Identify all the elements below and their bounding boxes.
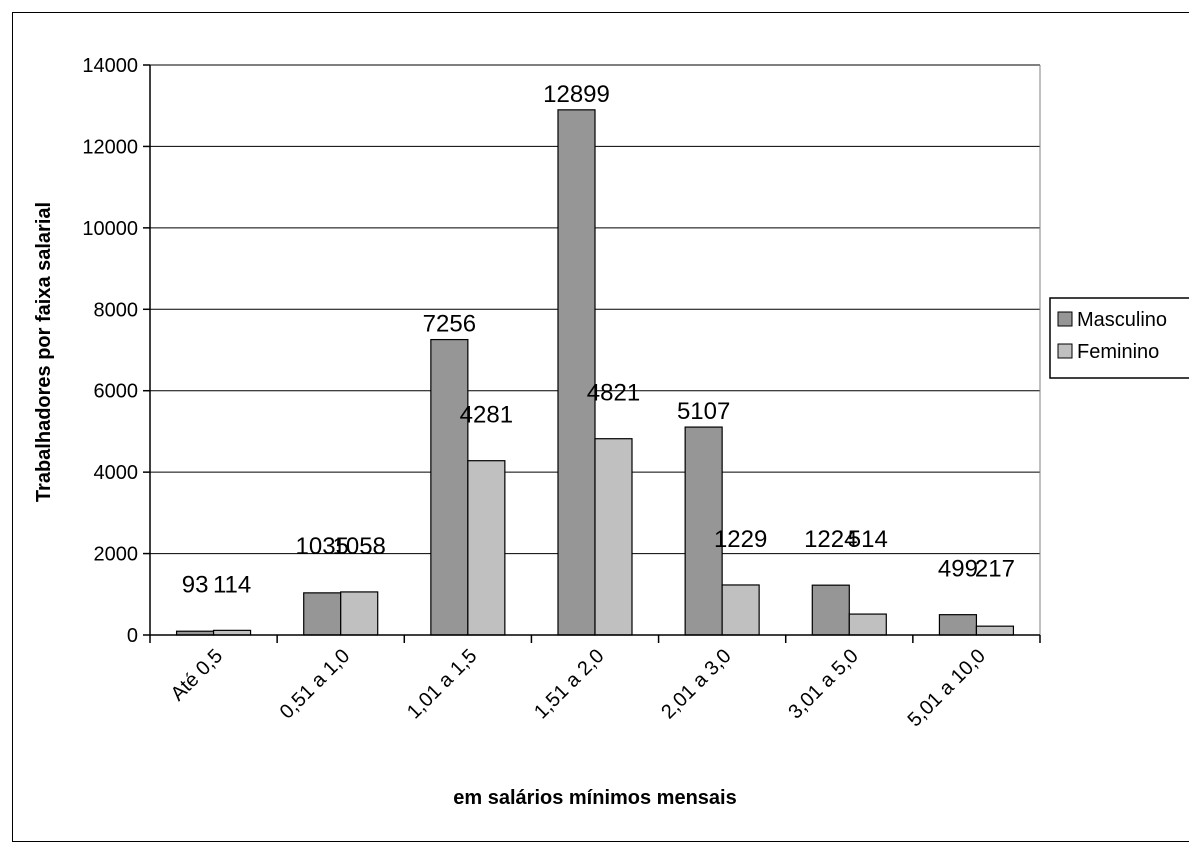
y-tick-label: 12000: [82, 136, 138, 158]
data-label-masculino-0: 93: [182, 571, 209, 598]
x-tick-label: 2,01 a 3,0: [657, 645, 735, 723]
y-tick-label: 6000: [94, 381, 139, 403]
bar-masculino-6: [938, 614, 978, 636]
bar-masculino-2: [430, 338, 469, 636]
bar-feminino-5: [848, 613, 887, 636]
bar-feminino-2: [467, 460, 506, 636]
y-tick-label: 10000: [82, 218, 138, 240]
axes: [143, 64, 1041, 643]
data-label-feminino-3: 4821: [587, 380, 640, 407]
bar-masculino-1: [303, 592, 342, 636]
bar-feminino-3: [594, 438, 633, 636]
data-label-feminino-6: 217: [975, 556, 1015, 583]
legend-swatch-feminino: [1057, 343, 1073, 359]
y-tick-label: 4000: [94, 462, 139, 484]
data-label-masculino-6: 499: [938, 556, 978, 583]
x-tick-label: 0,51 a 1,0: [276, 645, 354, 723]
data-label-feminino-0: 114: [213, 571, 251, 598]
bar-masculino-3: [557, 109, 596, 636]
y-tick-labels: 0 2000 4000 6000 8000 10000 12000 14000: [82, 55, 138, 647]
data-label-feminino-4: 1229: [714, 526, 767, 553]
bar-feminino-1: [340, 591, 379, 636]
data-label-feminino-5: 514: [848, 526, 888, 553]
legend-box: [1049, 297, 1189, 379]
data-label-feminino-2: 4281: [460, 402, 513, 429]
bars: [175, 109, 1015, 636]
legend-label-feminino: Feminino: [1077, 341, 1159, 363]
x-tick-label: Até 0,5: [167, 645, 227, 705]
y-axis-title: Trabalhadores por faixa salarial: [33, 202, 55, 502]
data-label-masculino-1: 1035: [296, 533, 349, 560]
y-tick-label: 0: [127, 625, 138, 647]
y-tick-label: 2000: [94, 544, 139, 566]
bar-feminino-4: [721, 584, 760, 636]
x-tick-label: 3,01 a 5,0: [784, 645, 862, 723]
data-label-masculino-3: 12899: [543, 81, 610, 108]
legend-label-masculino: Masculino: [1077, 309, 1167, 331]
data-label-masculino-5: 1224: [804, 526, 857, 553]
x-tick-label: 5,01 a 10,0: [904, 645, 990, 731]
data-label-masculino-2: 7256: [423, 311, 476, 338]
x-tick-labels: Até 0,5 0,51 a 1,0 1,01 a 1,5 1,51 a 2,0 2,0…: [167, 645, 990, 731]
x-tick-label: 1,51 a 2,0: [530, 645, 608, 723]
y-tick-label: 14000: [82, 55, 138, 77]
y-tick-label: 8000: [94, 299, 139, 321]
data-label-masculino-4: 5107: [677, 398, 730, 425]
bar-masculino-4: [684, 426, 723, 636]
legend-swatch-masculino: [1057, 311, 1073, 327]
x-tick-label: 1,01 a 1,5: [403, 645, 481, 723]
bar-feminino-6: [975, 625, 1015, 636]
chart-frame: [12, 12, 1189, 842]
x-axis-title: em salários mínimos mensais: [453, 787, 736, 809]
data-label-feminino-1: 1058: [333, 533, 386, 560]
legend: Masculino Feminino: [1049, 297, 1189, 379]
bar-masculino-5: [811, 584, 850, 636]
